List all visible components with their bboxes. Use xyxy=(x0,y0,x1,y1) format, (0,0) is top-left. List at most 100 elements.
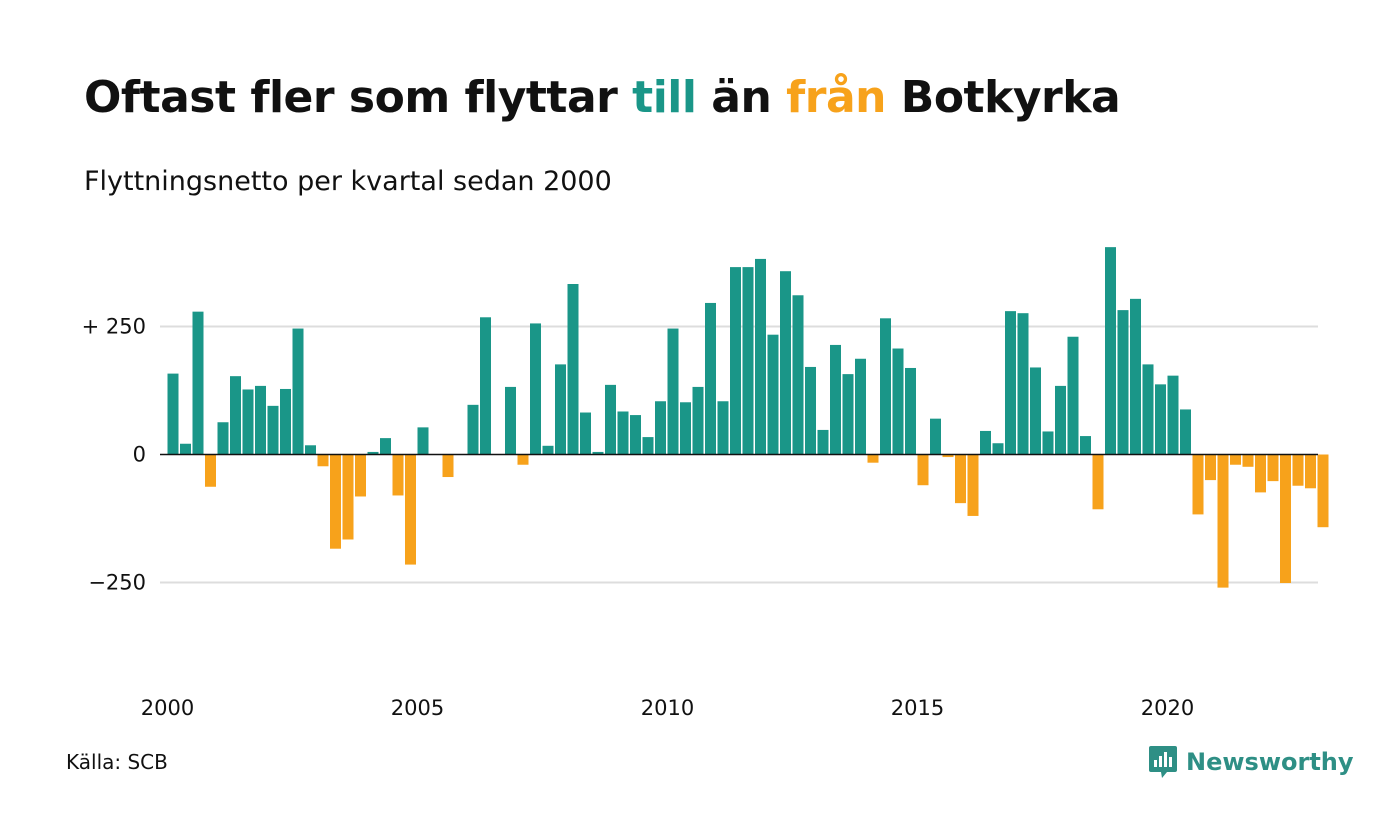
bar xyxy=(567,284,579,455)
bar xyxy=(1167,375,1179,455)
title-part-3: Botkyrka xyxy=(885,72,1121,123)
y-tick-label: + 250 xyxy=(82,315,146,339)
bar xyxy=(1230,454,1241,465)
bar xyxy=(205,454,216,487)
source-note: Källa: SCB xyxy=(66,750,168,774)
bar xyxy=(1142,364,1154,455)
bar xyxy=(905,367,916,455)
bar xyxy=(1067,336,1079,455)
bar xyxy=(1105,247,1116,455)
title-word-till: till xyxy=(632,72,697,123)
bar xyxy=(167,373,179,455)
bar xyxy=(1030,367,1041,455)
bar xyxy=(230,376,241,455)
net-migration-bar-chart: + 250 0 −250 2000 2005 2010 2015 2020 xyxy=(82,247,1329,720)
bar xyxy=(480,317,491,455)
newsworthy-logo-icon xyxy=(1149,746,1177,778)
bar xyxy=(767,334,779,455)
bar xyxy=(555,364,566,455)
bar xyxy=(967,454,979,516)
bar xyxy=(542,445,554,455)
bar xyxy=(642,437,654,455)
bar xyxy=(280,388,291,455)
bar xyxy=(255,385,266,455)
title-part-1: Oftast fler som flyttar xyxy=(84,72,633,123)
x-tick-label: 2020 xyxy=(1141,696,1194,720)
bar xyxy=(530,323,541,455)
bar xyxy=(330,454,341,549)
bar xyxy=(980,430,991,455)
bar xyxy=(1005,311,1016,455)
bar xyxy=(755,258,766,455)
bar xyxy=(505,386,516,455)
bar xyxy=(442,454,454,478)
bar xyxy=(392,454,404,496)
bar xyxy=(217,422,229,455)
bar xyxy=(192,311,204,455)
bar xyxy=(855,358,866,455)
bar xyxy=(617,411,629,455)
bar xyxy=(955,454,966,504)
x-tick-label: 2000 xyxy=(141,696,194,720)
bar xyxy=(517,454,529,465)
bar xyxy=(830,344,841,455)
bar xyxy=(817,429,829,455)
bar xyxy=(242,389,254,455)
bar xyxy=(880,318,891,455)
y-tick-label: 0 xyxy=(133,443,146,467)
x-tick-label: 2010 xyxy=(641,696,694,720)
bar xyxy=(1042,431,1054,455)
brand-logo: Newsworthy xyxy=(1148,744,1354,780)
bar xyxy=(705,302,716,455)
bar xyxy=(1080,436,1091,455)
bar xyxy=(842,374,854,455)
bar xyxy=(667,328,679,455)
x-tick-label: 2015 xyxy=(891,696,944,720)
bar xyxy=(1117,310,1129,455)
bar xyxy=(405,454,416,565)
bar xyxy=(180,443,191,455)
bar xyxy=(992,443,1004,455)
bar xyxy=(1180,409,1191,455)
bar xyxy=(1280,454,1291,584)
bar xyxy=(267,405,279,455)
title-word-fran: från xyxy=(786,72,886,123)
bar xyxy=(892,348,904,455)
bar xyxy=(605,384,616,455)
bar xyxy=(930,418,941,455)
bar xyxy=(1092,454,1104,510)
bar xyxy=(592,451,604,455)
bar-layer xyxy=(167,247,1329,588)
bar xyxy=(580,412,591,455)
bar xyxy=(1292,454,1304,486)
bar xyxy=(680,402,691,455)
bar xyxy=(342,454,354,540)
brand-name: Newsworthy xyxy=(1186,748,1354,776)
bar xyxy=(805,366,816,455)
bar xyxy=(1155,384,1166,455)
title-part-2: än xyxy=(696,72,787,123)
bar xyxy=(867,454,879,463)
chart-subtitle: Flyttningsnetto per kvartal sedan 2000 xyxy=(84,166,612,197)
bar xyxy=(1267,454,1279,482)
x-tick-label: 2005 xyxy=(391,696,444,720)
bar xyxy=(380,438,391,455)
bar xyxy=(917,454,929,486)
bar xyxy=(1205,454,1216,481)
bar xyxy=(742,267,754,455)
axis-layer: + 250 0 −250 2000 2005 2010 2015 2020 xyxy=(82,315,1318,720)
bar xyxy=(417,427,429,455)
bar xyxy=(655,401,666,455)
bar xyxy=(292,328,304,455)
y-tick-label: −250 xyxy=(88,571,146,595)
bar xyxy=(1217,454,1229,588)
bar xyxy=(1192,454,1204,515)
bar xyxy=(317,454,329,467)
bar xyxy=(467,404,479,455)
bar xyxy=(1255,454,1266,493)
bar xyxy=(367,451,379,455)
chart-title: Oftast fler som flyttar till än från Bot… xyxy=(84,72,1121,123)
bar xyxy=(717,401,729,455)
bar xyxy=(942,454,954,458)
bar xyxy=(1055,385,1066,455)
